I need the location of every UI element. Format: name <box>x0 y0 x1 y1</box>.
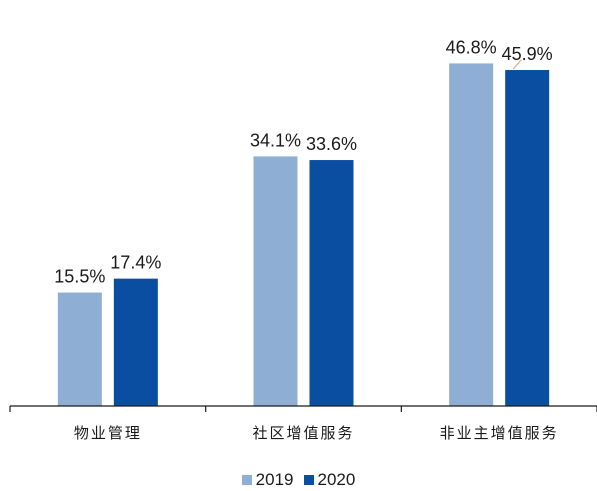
value-label-2020-0: 17.4% <box>110 253 161 273</box>
bars-group <box>57 63 550 407</box>
bar-2020-1 <box>309 160 354 406</box>
bar-2019-0 <box>57 292 102 406</box>
value-label-2019-0: 15.5% <box>54 267 105 287</box>
leader-line <box>512 59 522 70</box>
value-labels-group: 15.5%17.4% 34.1% 33.6% 46.8% 45.9% <box>54 37 552 286</box>
legend-item-2019: 2019 <box>241 470 294 490</box>
category-labels-group: 物业管理 社区增值服务 非业主增值服务 <box>74 424 559 442</box>
category-label-0: 物业管理 <box>74 424 142 442</box>
legend-item-2020: 2020 <box>303 470 356 490</box>
category-label-2: 非业主增值服务 <box>440 424 559 442</box>
category-label-1: 社区增值服务 <box>252 424 354 442</box>
legend-swatch-2020 <box>303 475 314 485</box>
legend: 2019 2020 <box>0 469 597 491</box>
value-label-2019-1: 34.1% <box>250 130 301 150</box>
value-label-2019-2: 46.8% <box>446 37 497 57</box>
legend-label-2020: 2020 <box>317 470 356 489</box>
x-axis <box>9 405 597 412</box>
value-label-2020-1: 33.6% <box>306 134 357 154</box>
legend-label-2019: 2019 <box>255 470 294 489</box>
bar-2020-0 <box>113 278 158 406</box>
value-label-2020-2: 45.9% <box>502 44 553 64</box>
bar-2020-2 <box>505 70 550 407</box>
bar-2019-1 <box>253 156 298 406</box>
bar-2019-2 <box>449 63 494 406</box>
legend-swatch-2019 <box>241 475 252 485</box>
